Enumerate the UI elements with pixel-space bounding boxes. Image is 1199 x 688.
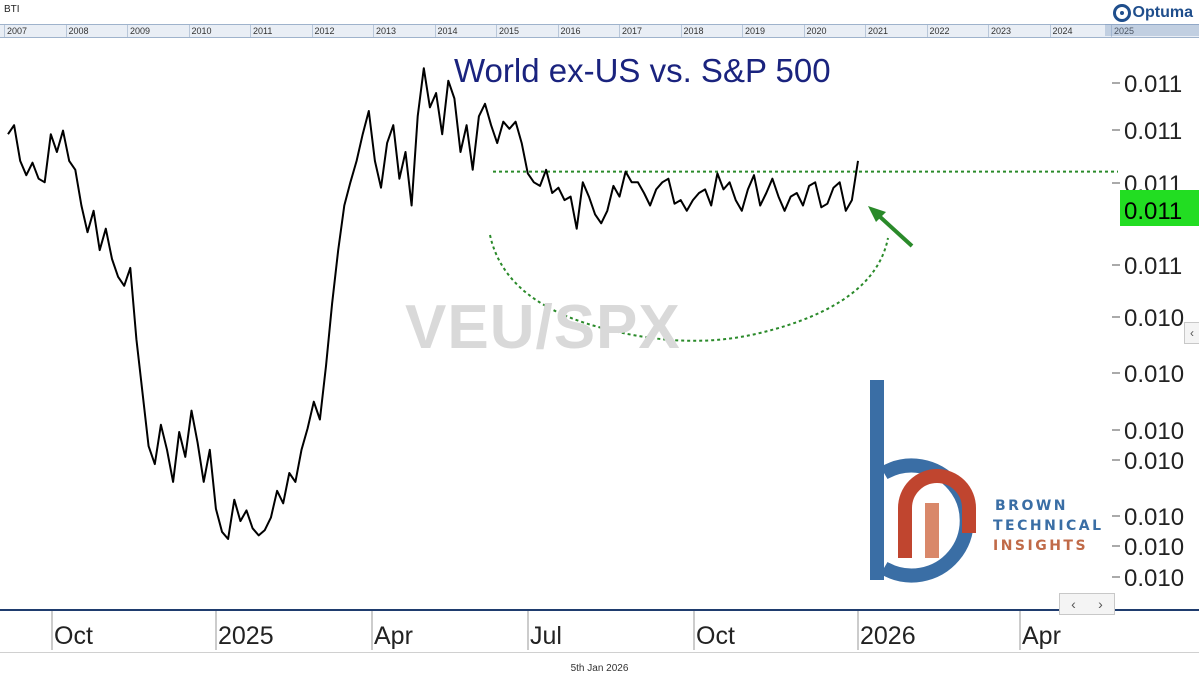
nav-year-2017[interactable]: 2017 <box>619 25 681 37</box>
y-tick-label: 0.010 <box>1124 565 1184 592</box>
optuma-logo-icon <box>1112 4 1131 22</box>
nav-year-2009[interactable]: 2009 <box>127 25 189 37</box>
y-tick-label: 0.010 <box>1124 418 1184 445</box>
nav-year-2011[interactable]: 2011 <box>250 25 312 37</box>
x-tick-label: Oct <box>696 622 735 650</box>
nav-year-2014[interactable]: 2014 <box>434 25 497 37</box>
scroll-left-icon[interactable]: ‹ <box>1071 596 1076 612</box>
nav-year-2015[interactable]: 2015 <box>496 25 558 37</box>
green-arrow-head <box>868 206 886 222</box>
logo-text: BROWN TECHNICAL INSIGHTS <box>993 496 1104 556</box>
y-tick-label: 0.010 <box>1124 305 1184 332</box>
optuma-brand-text: Optuma <box>1132 4 1193 21</box>
chart-watermark: VEU/SPX <box>405 293 681 362</box>
logo-text-technical: TECHNICAL <box>993 518 1104 534</box>
y-tick-label: 0.011 <box>1124 71 1182 98</box>
nav-year-2013[interactable]: 2013 <box>373 25 435 37</box>
chart-canvas: 0.011 0.011 0.011 0.011 0.010 0.010 0.010 0.010… <box>0 67 1199 650</box>
nav-year-2010[interactable]: 2010 <box>188 25 251 37</box>
footer: 5th Jan 2026 <box>0 652 1199 688</box>
timeline-navigator-window[interactable] <box>1105 24 1199 36</box>
nav-year-2018[interactable]: 2018 <box>680 25 743 37</box>
nav-year-2012[interactable]: 2012 <box>311 25 374 37</box>
logo-text-insights: INSIGHTS <box>993 538 1089 554</box>
scroll-right-icon[interactable]: › <box>1098 596 1103 612</box>
green-arrow-shaft <box>876 213 914 248</box>
nav-year-2021[interactable]: 2021 <box>865 25 927 37</box>
y-tick-label: 0.010 <box>1124 448 1184 475</box>
optuma-logo: Optuma <box>1112 2 1193 24</box>
last-value-label: 0.011 <box>1124 198 1182 225</box>
brown-technical-insights-logo <box>870 380 976 583</box>
nav-year-2019[interactable]: 2019 <box>742 25 804 37</box>
nav-year-2008[interactable]: 2008 <box>65 25 128 37</box>
nav-year-2020[interactable]: 2020 <box>803 25 866 37</box>
y-tick-label: 0.010 <box>1124 534 1184 561</box>
x-axis-labels: Oct 2025 Apr Jul Oct 2026 Apr <box>51 611 1061 650</box>
footer-date: 5th Jan 2026 <box>570 663 629 674</box>
x-tick-label: Jul <box>530 622 562 650</box>
chart-scroll-controls: ‹ › <box>1059 593 1115 615</box>
logo-text-brown: BROWN <box>995 498 1069 514</box>
nav-year-2023[interactable]: 2023 <box>988 25 1050 37</box>
rounding-bottom-arc <box>489 234 889 342</box>
top-bar: BTI Optuma <box>0 0 1199 24</box>
timeline-navigator[interactable]: 2007 2008 2009 2010 2011 2012 2013 2014 2015 2016… <box>0 24 1199 38</box>
nav-year-2024[interactable]: 2024 <box>1049 25 1112 37</box>
x-tick-label: 2025 <box>218 622 274 650</box>
x-tick-label: Oct <box>54 622 93 650</box>
y-tick-label: 0.011 <box>1124 253 1182 280</box>
nav-year-2022[interactable]: 2022 <box>926 25 989 37</box>
chart-tag: BTI <box>4 4 20 15</box>
nav-year-2007[interactable]: 2007 <box>4 25 66 37</box>
y-tick-label: 0.010 <box>1124 361 1184 388</box>
y-tick-label: 0.011 <box>1124 118 1182 145</box>
nav-year-2025[interactable]: 2025 <box>1111 25 1173 37</box>
chart-annotations <box>489 170 1118 342</box>
x-tick-label: Apr <box>374 622 413 650</box>
x-tick-label: 2026 <box>860 622 916 650</box>
y-tick-label: 0.010 <box>1124 504 1184 531</box>
side-panel-toggle-icon[interactable]: ‹ <box>1184 322 1199 344</box>
x-tick-label: Apr <box>1022 622 1061 650</box>
last-value-marker <box>1120 190 1199 226</box>
price-series-line <box>7 67 859 540</box>
nav-year-2016[interactable]: 2016 <box>557 25 620 37</box>
chart-title: World ex-US vs. S&P 500 <box>454 52 831 89</box>
